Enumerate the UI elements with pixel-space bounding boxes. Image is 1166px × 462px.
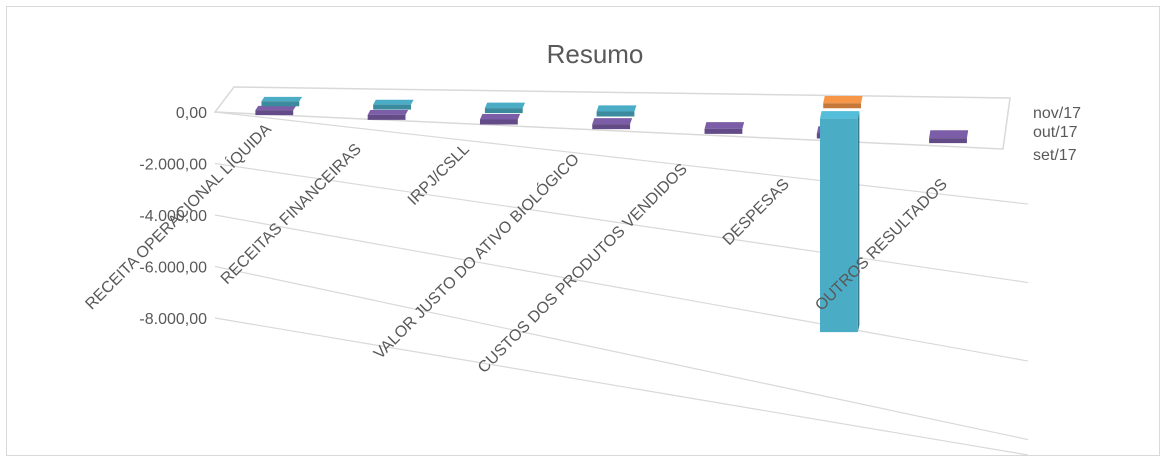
gridline — [214, 214, 1029, 362]
bar-front — [704, 128, 743, 134]
floor-plane — [213, 86, 1011, 150]
bar-out-17-2 — [484, 102, 526, 114]
bar-top — [820, 111, 860, 119]
chart-title: Resumo — [547, 39, 644, 69]
bar-out-17-1 — [373, 99, 414, 110]
gridline — [214, 317, 1029, 456]
bars — [255, 95, 969, 333]
bar-top — [479, 114, 521, 120]
series-label: set/17 — [1033, 147, 1077, 164]
y-tick-label: -2.000,00 — [139, 157, 207, 174]
y-tick-label: 0,00 — [176, 105, 207, 122]
y-tick-label: -8.000,00 — [139, 311, 207, 328]
y-tick-label: -6.000,00 — [139, 260, 207, 277]
category-label: VALOR JUSTO DO ATIVO BIOLÓGICO — [369, 149, 582, 362]
bar-front — [596, 111, 635, 117]
bar-out-17-3 — [596, 105, 637, 117]
bar-front — [592, 124, 631, 130]
bar-out-17-0 — [261, 96, 303, 107]
bar-set-17-2 — [479, 114, 521, 125]
y-axis-ticks: 0,00 -2.000,00 -4.000,00 -6.000,00 -8.000,00 — [139, 105, 207, 328]
bar-set-17-6 — [929, 130, 969, 144]
gridlines — [214, 111, 1029, 456]
bar-front — [261, 101, 300, 107]
category-label: RECEITA OPERACIONAL LÍQUIDA — [81, 119, 275, 313]
bar-front — [484, 108, 523, 114]
depth-axis-legend: set/17 out/17 nov/17 — [1033, 105, 1081, 164]
bar-top — [596, 105, 637, 112]
bar-set-17-3 — [592, 118, 633, 130]
category-label: IRPJ/CSLL — [405, 141, 473, 209]
bar-top — [373, 99, 414, 105]
bar-top — [255, 105, 297, 111]
bar-out-17-5 — [820, 111, 860, 333]
gridline — [214, 162, 1029, 284]
bar-top — [592, 118, 633, 125]
bar-front — [823, 103, 862, 109]
bar-set-17-1 — [367, 109, 409, 120]
gridline — [214, 265, 1029, 441]
bar-top — [367, 109, 409, 115]
bar-top — [704, 122, 745, 129]
bar-nov-17-5 — [823, 95, 863, 109]
chart-frame — [6, 6, 1160, 456]
bar-set-17-0 — [255, 105, 297, 116]
bar-set-17-4 — [704, 122, 745, 134]
bar-front — [255, 110, 294, 116]
bar-front — [373, 104, 411, 110]
bar-top — [929, 130, 969, 139]
category-label: DESPESAS — [720, 176, 793, 249]
bar-top — [261, 96, 303, 102]
series-label: out/17 — [1033, 124, 1078, 141]
bar-top — [484, 102, 526, 109]
bar-front — [820, 118, 858, 333]
chart-floor — [213, 86, 1011, 150]
bar-side — [857, 111, 860, 333]
bar-top — [823, 95, 863, 104]
bar-front — [929, 138, 967, 144]
bar-front — [479, 119, 518, 125]
bar-front — [367, 114, 406, 120]
y-tick-label: -4.000,00 — [139, 208, 207, 225]
gridline — [214, 111, 1029, 205]
series-label: nov/17 — [1033, 105, 1081, 122]
